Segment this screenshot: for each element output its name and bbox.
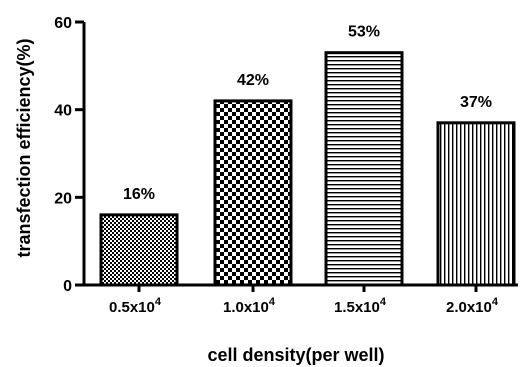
x-tick-label: 2.0x104: [446, 296, 499, 316]
bars: [99, 51, 516, 287]
y-tick-label: 0: [63, 278, 72, 295]
y-tick-label: 60: [54, 15, 72, 32]
y-tick-label: 40: [54, 103, 72, 120]
y-tick-label: 20: [54, 190, 72, 207]
data-label: 42%: [237, 72, 269, 89]
bar: [99, 213, 179, 287]
bar: [324, 51, 404, 287]
data-labels: 16% 42% 53% 37%: [123, 24, 492, 203]
data-label: 37%: [460, 94, 492, 111]
data-label: 53%: [348, 24, 380, 41]
y-axis-title: transfection efficiency(%): [14, 38, 34, 257]
y-axis-ticks: 0 20 40 60: [54, 15, 84, 295]
data-label: 16%: [123, 186, 155, 203]
x-axis-tick-labels: 0.5x104 1.0x104 1.5x104 2.0x104: [109, 285, 499, 316]
x-tick-label: 0.5x104: [109, 296, 162, 316]
x-axis-title: cell density(per well): [207, 345, 384, 365]
bar: [436, 121, 516, 287]
x-tick-label: 1.0x104: [223, 296, 276, 316]
bar: [213, 99, 293, 287]
x-tick-label: 1.5x104: [334, 296, 387, 316]
